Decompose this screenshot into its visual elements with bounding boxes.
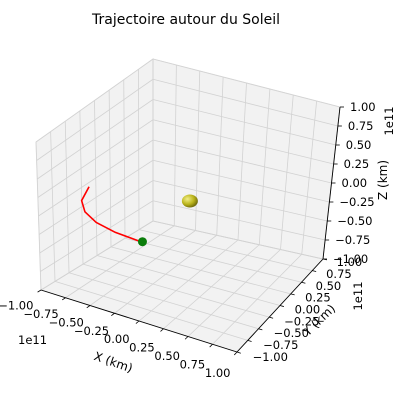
x-tick-label: 0.75 <box>180 358 206 372</box>
tick-labels: −1.00−1.00−1.00−0.75−0.75−0.75−0.50−0.50… <box>0 100 376 380</box>
tick-marks <box>37 106 344 356</box>
gridline-x-floor <box>187 249 281 337</box>
gridline-y-floor <box>110 246 291 295</box>
gridline-x-floor <box>163 244 260 330</box>
gridline-y-floor <box>124 237 302 283</box>
y-offset-text: 1e11 <box>351 281 365 310</box>
x-tick-mark <box>37 289 42 293</box>
gridline-z-left <box>35 58 154 143</box>
gridline-z-back <box>152 78 338 127</box>
x-tick-label: −0.50 <box>49 315 84 329</box>
axes-panes <box>35 58 341 353</box>
gridline-z-back <box>152 99 336 146</box>
y-tick-label: −0.50 <box>274 326 309 340</box>
x-tick-mark <box>111 312 115 316</box>
grid-lines <box>35 58 341 353</box>
gridline-x-floor <box>212 253 303 345</box>
y-tick-label: −1.00 <box>253 350 288 364</box>
x-tick-mark <box>135 320 140 324</box>
z-tick-label: 0.25 <box>344 157 370 171</box>
y-tick-label: 0.50 <box>316 279 342 293</box>
x-tick-label: −0.25 <box>74 324 109 338</box>
z-tick-label: 0.75 <box>348 119 374 133</box>
z-tick-label: 0.00 <box>342 176 368 190</box>
x-tick-label: 1.00 <box>205 366 231 380</box>
x-tick-mark <box>160 328 164 332</box>
z-axis-label: Z (km) <box>376 160 390 200</box>
y-tick-mark <box>258 328 263 331</box>
y-tick-label: 0.75 <box>326 267 352 281</box>
z-tick-label: −0.75 <box>335 233 370 247</box>
planet-marker <box>137 237 147 247</box>
y-tick-mark <box>279 305 284 307</box>
y-tick-mark <box>269 316 274 319</box>
gridline-z-left <box>36 78 154 161</box>
gridline-z-left <box>37 119 154 198</box>
x-offset-text: 1e11 <box>18 333 47 347</box>
y-tick-label: 1.00 <box>337 255 363 269</box>
x-tick-label: 0.25 <box>129 341 155 355</box>
y-tick-mark <box>312 270 317 272</box>
y-tick-label: 0.25 <box>305 291 331 305</box>
x-tick-label: −1.00 <box>0 299 33 313</box>
z-tick-label: −0.25 <box>339 195 374 209</box>
chart-title: Trajectoire autour du Soleil <box>91 12 280 28</box>
x-tick-label: −0.75 <box>23 307 58 321</box>
x-tick-label: 0.00 <box>104 332 130 346</box>
gridline-y-floor <box>152 220 324 260</box>
y-tick-label: 0.00 <box>295 303 321 317</box>
z-offset-text: 1e11 <box>382 106 396 135</box>
z-tick-label: 0.50 <box>346 138 372 152</box>
y-tick-mark <box>322 258 327 261</box>
gridline-y-left <box>108 90 112 247</box>
gridline-z-left <box>37 99 154 180</box>
z-tick-label: −1.00 <box>333 252 368 266</box>
gridline-z-left <box>38 139 154 217</box>
x-tick-mark <box>61 297 66 301</box>
y-tick-label: −0.25 <box>284 314 319 328</box>
x-axis-label: X (km) <box>92 349 134 375</box>
x-tick-mark <box>209 343 213 348</box>
gridline-z-back <box>152 119 334 165</box>
gridline-y-left <box>123 79 126 239</box>
trajectory-line <box>80 186 143 243</box>
series-layer <box>80 186 198 247</box>
y-tick-mark <box>301 281 306 284</box>
sun-sphere <box>181 194 198 208</box>
z-tick-label: −0.50 <box>337 214 372 228</box>
x-tick-mark <box>86 305 91 309</box>
gridline-z-back <box>152 139 332 184</box>
gridline-x-back <box>280 94 294 250</box>
y-tick-mark <box>247 339 252 342</box>
gridline-x-back <box>258 88 271 245</box>
x-tick-label: 0.50 <box>154 349 180 363</box>
x-tick-mark <box>184 336 189 340</box>
y-tick-label: −0.75 <box>263 338 298 352</box>
gridline-y-left <box>137 69 140 230</box>
gridline-z-back <box>152 58 341 108</box>
y-tick-mark <box>290 293 295 296</box>
y-tick-mark <box>236 351 241 354</box>
z-tick-label: 1.00 <box>350 100 376 114</box>
gridline-y-floor <box>138 229 313 272</box>
x-tick-mark <box>233 351 238 356</box>
gridline-y-floor <box>96 255 281 306</box>
gridline-x-back <box>301 100 318 255</box>
